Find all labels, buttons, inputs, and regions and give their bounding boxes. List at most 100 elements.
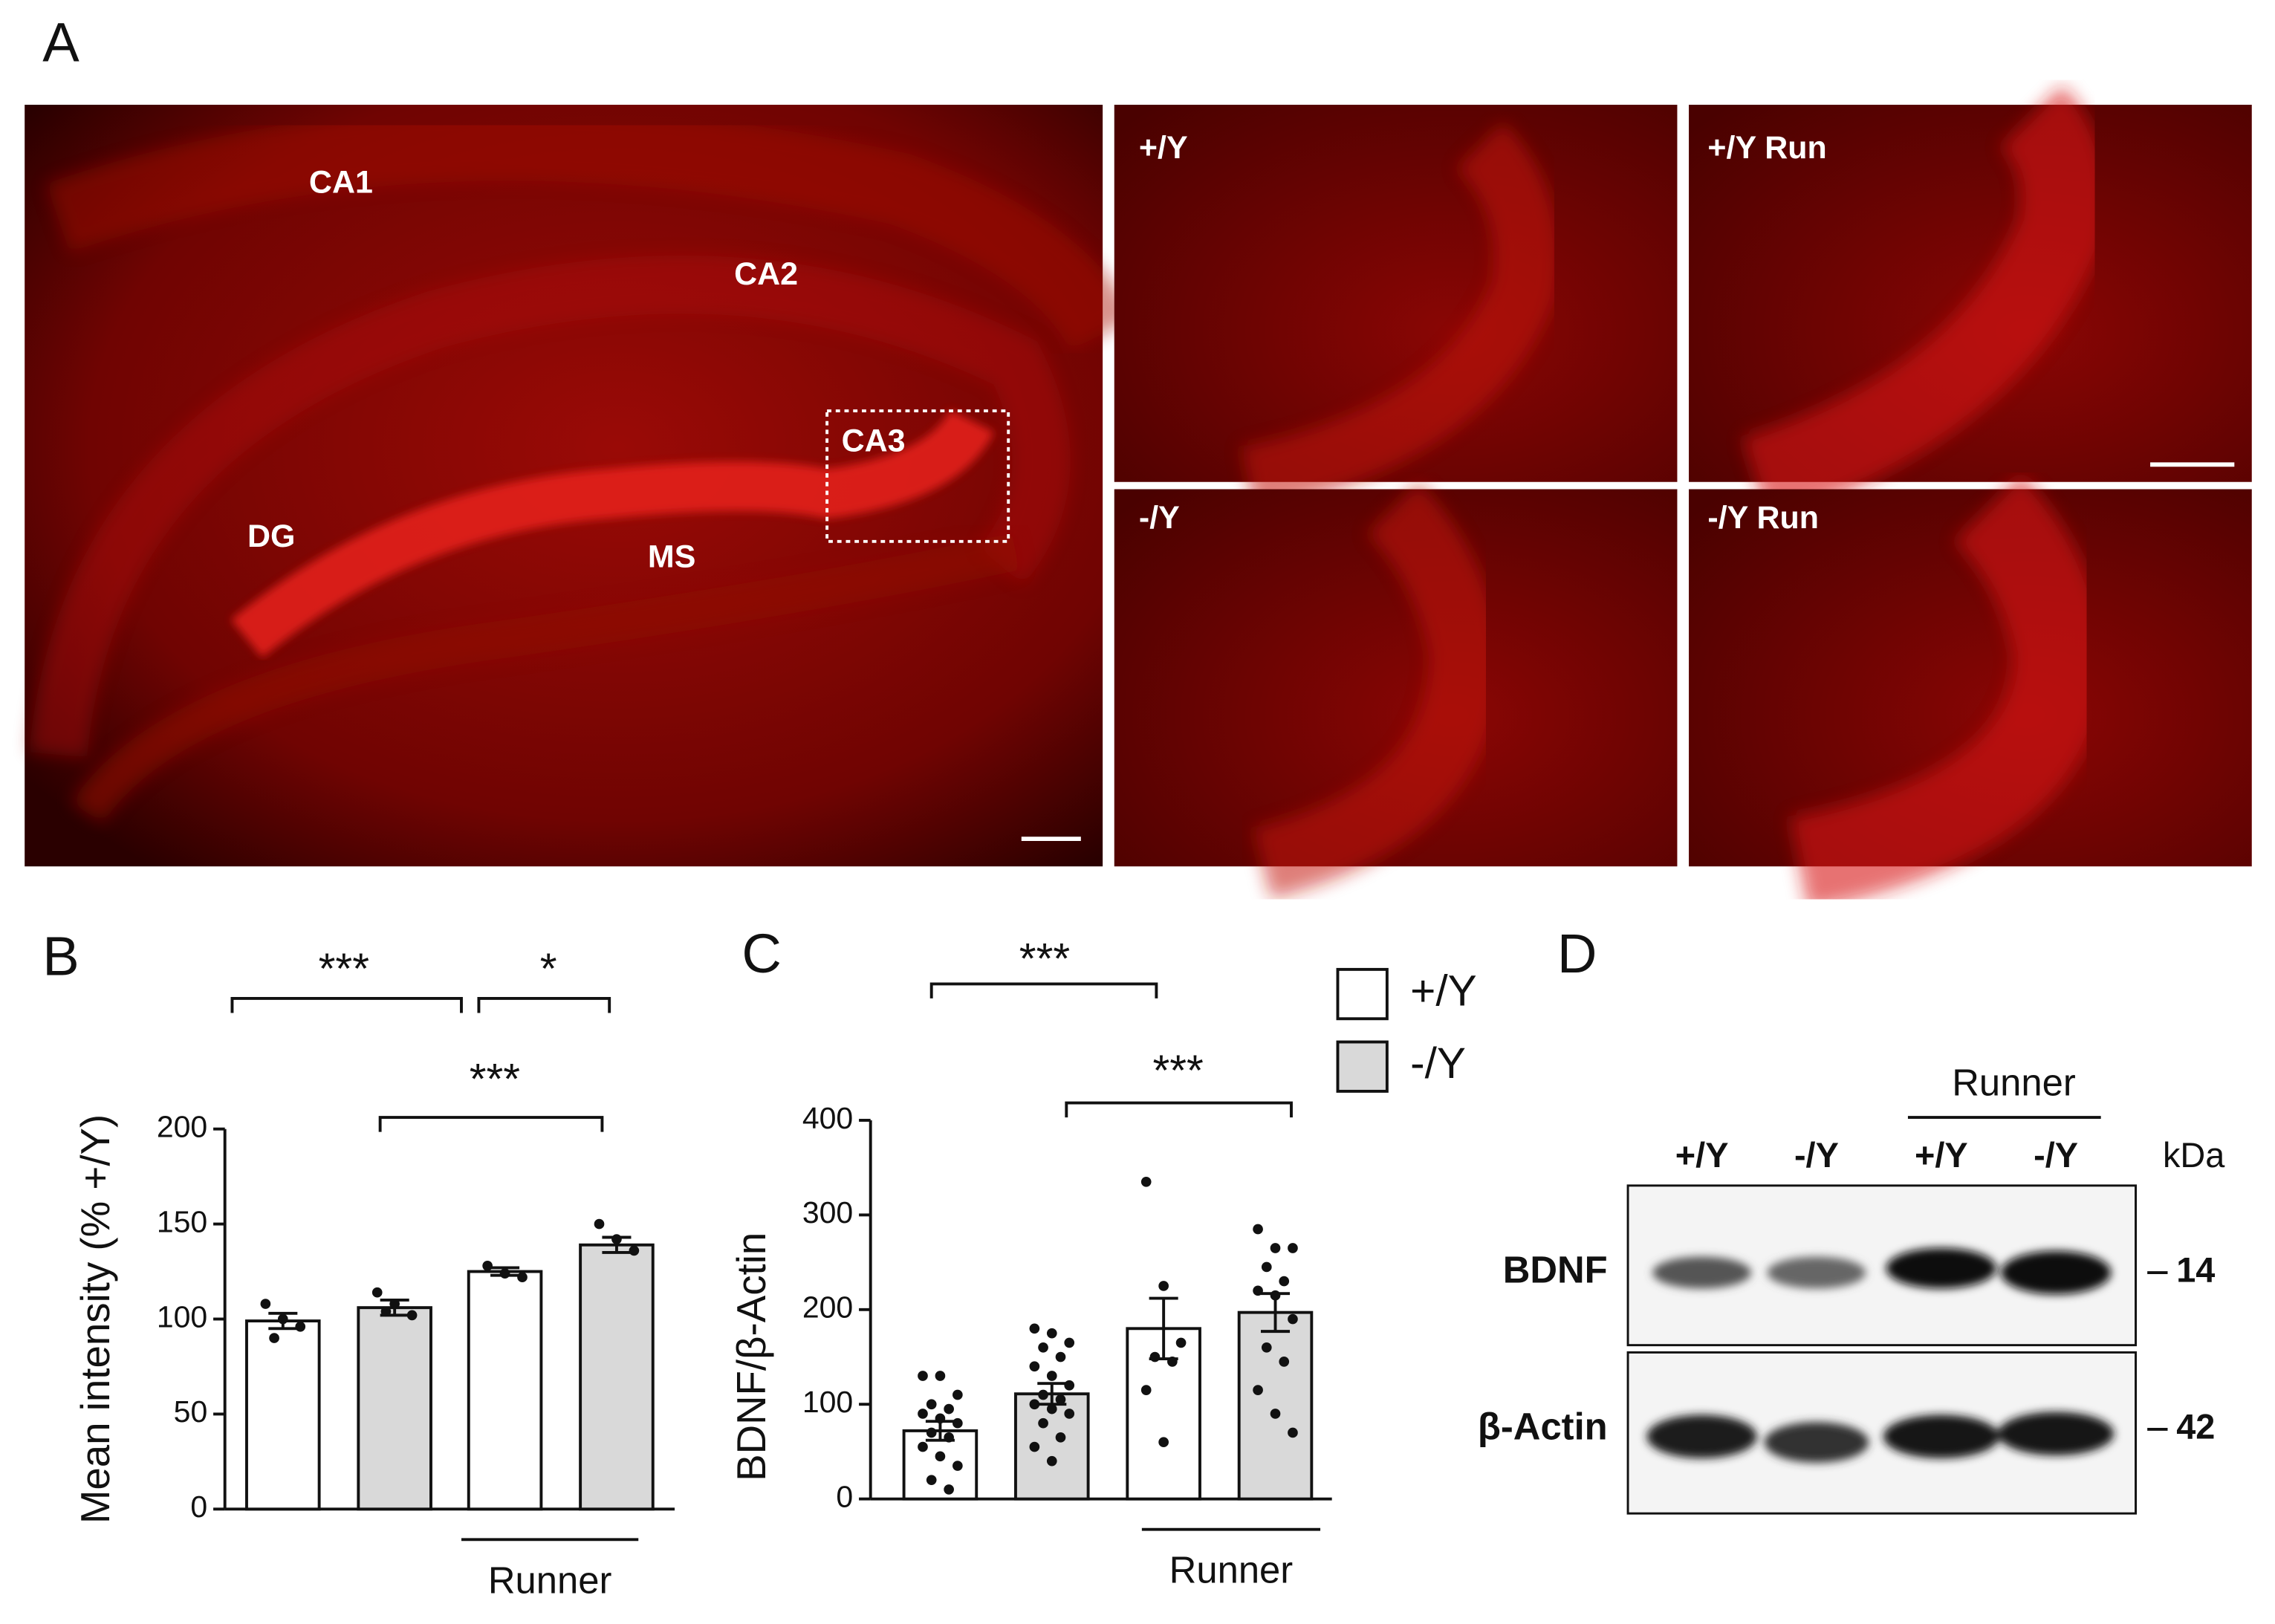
significance-label: *** <box>1152 1047 1203 1095</box>
row-label: BDNF <box>1503 1248 1608 1290</box>
y-tick-label: 150 <box>157 1204 207 1238</box>
region-label: MS <box>648 539 695 575</box>
data-point <box>1029 1323 1040 1334</box>
data-point <box>1046 1328 1057 1339</box>
data-point <box>371 1287 383 1298</box>
data-point <box>944 1403 954 1414</box>
significance-label: * <box>540 945 557 993</box>
data-point <box>918 1409 928 1419</box>
overview-image: CA1 CA2 CA3 DG MS <box>25 105 1135 867</box>
data-point <box>594 1218 605 1230</box>
data-point <box>1253 1224 1263 1235</box>
data-point <box>1253 1385 1263 1395</box>
data-point <box>944 1432 954 1443</box>
y-tick-label: 0 <box>190 1490 207 1524</box>
data-point <box>1270 1290 1281 1301</box>
bar <box>902 1429 979 1501</box>
data-point <box>269 1333 279 1343</box>
group-label: Runner <box>1952 1062 2076 1104</box>
data-point <box>1288 1313 1298 1325</box>
data-point <box>1038 1342 1048 1353</box>
bar <box>357 1306 432 1511</box>
y-tick-label: 400 <box>802 1101 853 1135</box>
data-point <box>926 1427 937 1438</box>
data-point <box>1175 1337 1187 1348</box>
bar <box>467 1270 543 1511</box>
data-point <box>1046 1403 1057 1414</box>
data-point <box>952 1461 963 1471</box>
significance-bracket <box>378 1116 604 1132</box>
data-point <box>935 1451 946 1462</box>
y-tick-label: 200 <box>157 1110 207 1144</box>
y-tick-label: 200 <box>802 1290 853 1325</box>
data-point <box>1279 1276 1290 1287</box>
data-point <box>277 1313 288 1325</box>
group-label: Runner <box>1169 1549 1294 1591</box>
region-label: CA2 <box>734 256 798 292</box>
data-point <box>629 1245 640 1256</box>
data-point <box>918 1371 928 1381</box>
region-label: CA1 <box>309 165 373 201</box>
data-point <box>1279 1357 1290 1367</box>
y-axis-label: Mean intensity (% +/Y) <box>73 1114 118 1524</box>
inset-label: +/Y <box>1139 130 1188 166</box>
data-point <box>1167 1357 1178 1367</box>
significance-label: *** <box>319 945 369 993</box>
data-point <box>295 1321 306 1332</box>
inset-label: +/Y Run <box>1707 130 1826 166</box>
data-point <box>1038 1417 1048 1429</box>
y-tick-label: 300 <box>802 1195 853 1230</box>
legend-swatch <box>1336 967 1389 1021</box>
data-point <box>1253 1285 1263 1296</box>
data-point <box>1261 1261 1272 1273</box>
data-point <box>389 1299 400 1309</box>
data-point <box>1064 1337 1075 1348</box>
data-point <box>1029 1361 1040 1372</box>
data-point <box>1288 1243 1298 1253</box>
marker-label: 42 <box>2176 1407 2215 1446</box>
inset-images: +/Y +/Y Run -/Y -/Y Run <box>1114 85 2252 910</box>
group-label: Runner <box>488 1559 612 1601</box>
data-point <box>1149 1351 1161 1362</box>
bar <box>579 1243 655 1511</box>
panel-label: D <box>1557 923 1597 984</box>
legend-label: -/Y <box>1410 1039 1466 1088</box>
data-point <box>926 1399 937 1410</box>
y-tick-label: 100 <box>157 1299 207 1334</box>
data-point <box>1046 1371 1057 1381</box>
inset-label: -/Y <box>1139 500 1180 536</box>
data-point <box>1158 1281 1169 1291</box>
data-point <box>611 1234 622 1244</box>
data-point <box>1140 1385 1152 1395</box>
region-label: CA3 <box>842 423 906 458</box>
data-point <box>1064 1380 1075 1391</box>
data-point <box>1270 1243 1281 1253</box>
lane-label: -/Y <box>1794 1136 1839 1175</box>
unit-label: kDa <box>2163 1136 2225 1175</box>
data-point <box>935 1413 946 1424</box>
data-point <box>1029 1399 1040 1410</box>
legend-label: +/Y <box>1410 967 1477 1016</box>
data-point <box>406 1310 418 1321</box>
data-point <box>1158 1437 1169 1448</box>
y-axis-label: BDNF/β-Actin <box>729 1232 774 1481</box>
panel-label: C <box>741 923 782 984</box>
significance-label: *** <box>1019 935 1070 984</box>
significance-bracket <box>929 982 1158 998</box>
y-tick-label: 0 <box>836 1479 853 1513</box>
region-label: DG <box>247 519 295 554</box>
data-point <box>1288 1427 1298 1438</box>
data-point <box>1261 1342 1272 1353</box>
marker-label: 14 <box>2176 1250 2215 1289</box>
data-point <box>935 1371 946 1381</box>
panel-label: B <box>42 926 79 987</box>
data-point <box>952 1389 963 1400</box>
y-tick-label: 50 <box>174 1394 208 1429</box>
significance-label: *** <box>470 1056 520 1104</box>
data-point <box>1064 1409 1075 1419</box>
data-point <box>952 1417 963 1429</box>
bar <box>1237 1310 1314 1501</box>
data-point <box>1038 1389 1048 1400</box>
data-point <box>944 1484 954 1495</box>
